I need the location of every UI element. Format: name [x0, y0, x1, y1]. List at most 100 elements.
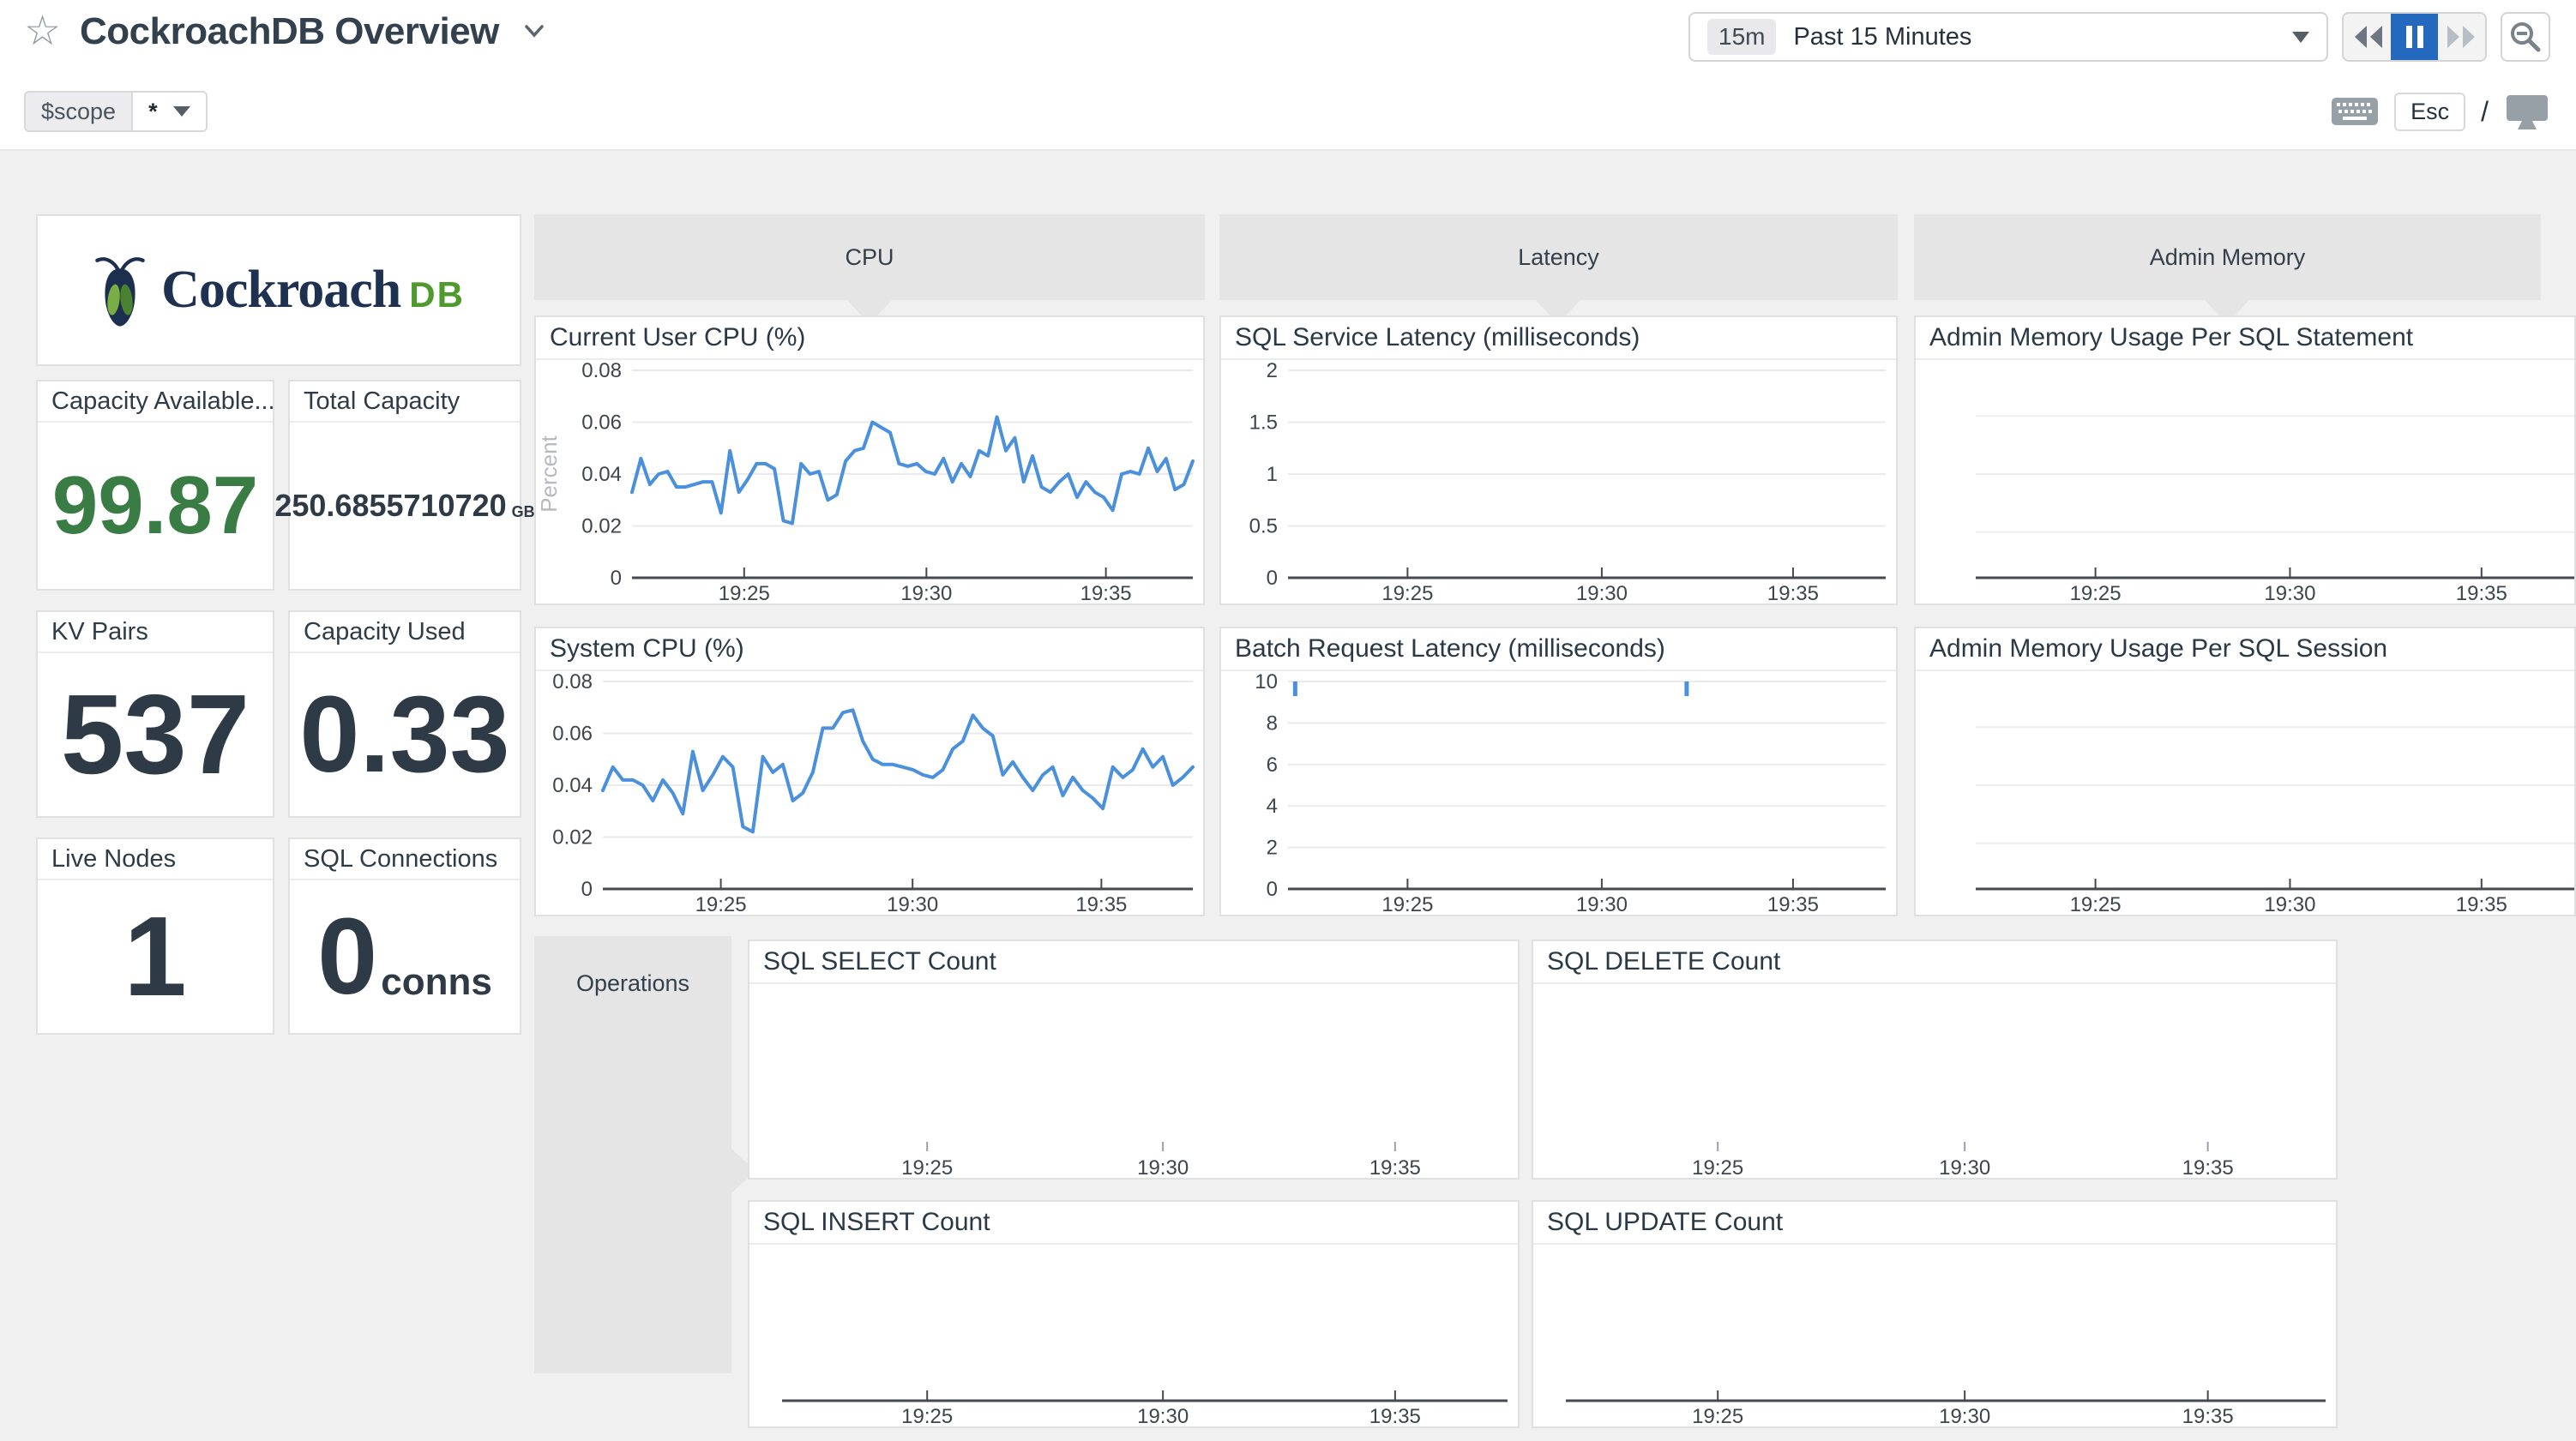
svg-text:19:35: 19:35 [2456, 893, 2507, 915]
chart-title: Admin Memory Usage Per SQL Statement [1916, 317, 2574, 360]
group-header-latency[interactable]: Latency [1219, 214, 1898, 300]
svg-text:19:35: 19:35 [2182, 1405, 2234, 1426]
time-controls: 15m Past 15 Minutes [1688, 12, 2550, 62]
chart-plot-sql-insert-count[interactable]: 19:25 19:30 19:35 [749, 1245, 1518, 1428]
svg-text:19:35: 19:35 [1767, 582, 1819, 603]
svg-text:0.08: 0.08 [552, 671, 593, 693]
svg-text:0.04: 0.04 [552, 774, 593, 797]
svg-text:19:30: 19:30 [1576, 893, 1628, 915]
metric-value: 1 [123, 893, 187, 1019]
chart-plot-sql-service-latency[interactable]: 0 0.5 1 1.5 2 19:25 19:30 19:35 [1221, 359, 1896, 605]
svg-text:19:30: 19:30 [1137, 1156, 1189, 1178]
svg-text:19:35: 19:35 [1369, 1405, 1421, 1426]
svg-text:2: 2 [1267, 360, 1278, 382]
chart-card-sql-delete-count: SQL DELETE Count 19:25 19:30 19:35 [1532, 940, 2338, 1180]
metric-value: 0.33 [299, 674, 510, 795]
playback-controls [2342, 12, 2487, 62]
metric-value: 537 [60, 671, 250, 797]
rewind-icon [2354, 26, 2382, 48]
chart-plot-admin-memory-statement[interactable]: 19:25 19:30 19:35 [1916, 360, 2574, 605]
cockroachdb-logo-card: Cockroach DB [36, 214, 521, 366]
chart-plot-batch-request-latency[interactable]: 0 2 4 6 8 10 19:25 19:30 19:35 [1221, 670, 1896, 916]
chart-card-sql-update-count: SQL UPDATE Count 19:25 19:30 19:35 [1532, 1200, 2338, 1428]
svg-text:19:30: 19:30 [1939, 1156, 1990, 1178]
pause-button[interactable] [2391, 14, 2438, 60]
chart-card-current-user-cpu: Current User CPU (%) 0 0.02 0.04 0.06 0.08 19… [534, 315, 1205, 605]
svg-text:19:25: 19:25 [901, 1405, 953, 1426]
tv-mode-icon[interactable] [2504, 92, 2550, 131]
chart-card-sql-insert-count: SQL INSERT Count 19:25 19:30 19:35 [748, 1200, 1520, 1428]
chart-plot-sql-update-count[interactable]: 19:25 19:30 19:35 [1533, 1245, 2336, 1428]
pause-icon [2405, 26, 2423, 48]
metric-title: Capacity Available... [38, 381, 273, 423]
metric-unit: conns [381, 961, 492, 1003]
time-range-select[interactable]: 15m Past 15 Minutes [1688, 12, 2328, 62]
group-label: Admin Memory [2149, 243, 2306, 270]
metric-card-capacity-used: Capacity Used 0.33 [288, 610, 521, 818]
zoom-out-button[interactable] [2501, 12, 2550, 62]
svg-text:0: 0 [1267, 878, 1278, 901]
group-label: Operations [575, 970, 690, 996]
title-chevron-down-icon[interactable] [518, 20, 551, 44]
chart-plot-system-cpu[interactable]: 0 0.02 0.04 0.06 0.08 19:25 19:30 19:35 [536, 670, 1203, 916]
svg-text:19:25: 19:25 [2070, 582, 2122, 603]
chart-plot-sql-select-count[interactable]: 19:25 19:30 19:35 [749, 984, 1518, 1180]
metric-value: 99.87 [51, 459, 259, 551]
svg-text:19:30: 19:30 [1576, 582, 1628, 603]
chart-card-system-cpu: System CPU (%) 0 0.02 0.04 0.06 0.08 19:25 19:… [534, 627, 1205, 916]
svg-text:19:30: 19:30 [1939, 1405, 1990, 1426]
svg-text:19:25: 19:25 [719, 582, 770, 603]
svg-text:0.02: 0.02 [552, 826, 593, 850]
chart-card-sql-select-count: SQL SELECT Count 19:25 19:30 19:35 [748, 940, 1520, 1180]
scope-variable-label: $scope [26, 93, 134, 130]
time-range-badge: 15m [1707, 19, 1777, 55]
chart-card-admin-memory-statement: Admin Memory Usage Per SQL Statement 19:… [1914, 315, 2576, 605]
chart-card-admin-memory-session: Admin Memory Usage Per SQL Session 19:25… [1914, 627, 2576, 916]
svg-text:6: 6 [1267, 754, 1278, 777]
chart-title: SQL UPDATE Count [1533, 1202, 2336, 1245]
scope-template-selector[interactable]: $scope * [24, 91, 208, 132]
metric-card-kv-pairs: KV Pairs 537 [36, 610, 274, 818]
svg-text:1.5: 1.5 [1249, 411, 1278, 435]
chart-plot-admin-memory-session[interactable]: 19:25 19:30 19:35 [1916, 671, 2574, 916]
dashboard-title-row: ☆ CockroachDB Overview [24, 10, 551, 53]
chart-title: Admin Memory Usage Per SQL Session [1916, 628, 2574, 671]
rewind-button[interactable] [2344, 14, 2391, 60]
svg-text:19:25: 19:25 [2070, 893, 2122, 915]
favorite-star-icon[interactable]: ☆ [24, 9, 62, 54]
svg-text:19:25: 19:25 [1692, 1156, 1743, 1178]
svg-text:0: 0 [611, 567, 622, 590]
group-header-operations[interactable]: Operations [534, 936, 731, 1373]
chart-title: Current User CPU (%) [536, 317, 1203, 360]
svg-text:19:25: 19:25 [1381, 893, 1433, 915]
group-header-cpu[interactable]: CPU [534, 214, 1205, 300]
metric-card-total-capacity: Total Capacity 250.6855710720 GB [274, 380, 535, 591]
svg-text:19:30: 19:30 [900, 582, 952, 603]
chart-card-sql-service-latency: SQL Service Latency (milliseconds) 0 0.5 1… [1219, 315, 1898, 605]
time-range-caret-icon [2292, 31, 2309, 43]
metric-unit: GB [511, 503, 535, 520]
svg-text:0: 0 [1267, 567, 1278, 590]
svg-text:19:30: 19:30 [887, 893, 938, 915]
logo-db-suffix: DB [409, 274, 465, 315]
svg-text:19:30: 19:30 [2264, 893, 2315, 915]
svg-text:19:35: 19:35 [1369, 1156, 1421, 1178]
metric-card-capacity-available: Capacity Available... 99.87 [36, 380, 274, 591]
fast-forward-button[interactable] [2438, 14, 2485, 60]
chart-plot-current-user-cpu[interactable]: 0 0.02 0.04 0.06 0.08 19:25 19:30 19:35 Percent [536, 359, 1203, 605]
chart-title: System CPU (%) [536, 628, 1203, 671]
metric-title: KV Pairs [38, 612, 273, 653]
esc-key-hint: Esc [2394, 92, 2466, 131]
group-label: Latency [1518, 243, 1599, 270]
svg-text:0.04: 0.04 [581, 463, 622, 486]
chart-plot-sql-delete-count[interactable]: 19:25 19:30 19:35 [1533, 984, 2336, 1180]
cockroach-bug-icon [95, 256, 145, 327]
svg-text:19:35: 19:35 [2182, 1156, 2234, 1178]
fast-forward-icon [2447, 26, 2475, 48]
group-header-admin-memory[interactable]: Admin Memory [1914, 214, 2541, 300]
svg-text:0: 0 [581, 878, 593, 901]
svg-text:19:35: 19:35 [1767, 893, 1819, 915]
metric-card-live-nodes: Live Nodes 1 [36, 838, 274, 1035]
svg-text:19:30: 19:30 [2264, 582, 2315, 603]
magnifier-minus-icon [2511, 22, 2541, 52]
